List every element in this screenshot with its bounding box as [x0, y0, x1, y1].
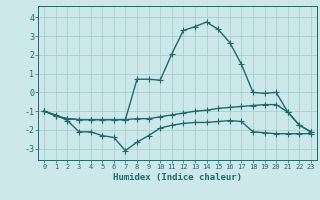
X-axis label: Humidex (Indice chaleur): Humidex (Indice chaleur)	[113, 173, 242, 182]
